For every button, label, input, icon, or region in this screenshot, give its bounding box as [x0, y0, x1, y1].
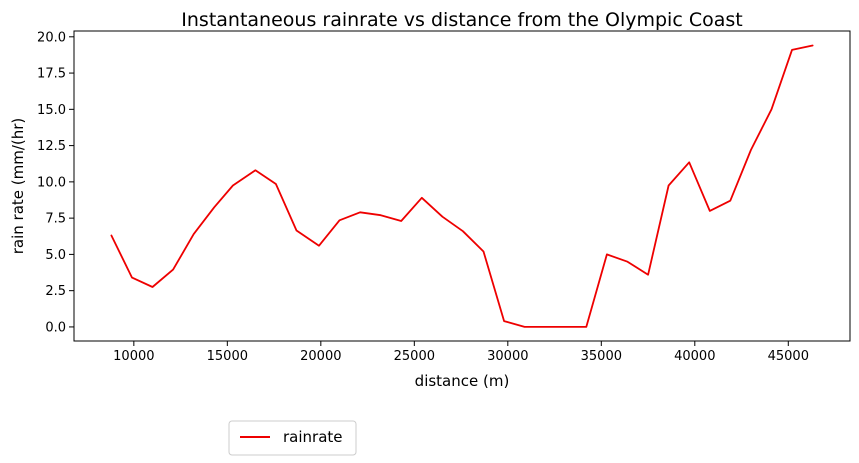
y-tick-label: 5.0 [45, 248, 66, 263]
y-axis: 0.0 2.5 5.0 7.5 10.0 12.5 15.0 17.5 20.0 [37, 30, 74, 335]
y-tick-label: 0.0 [45, 320, 66, 335]
plot-area: 10000 15000 20000 25000 30000 35000 40000 45000… [37, 30, 851, 364]
y-tick-label: 2.5 [45, 284, 66, 299]
x-axis: 10000 15000 20000 25000 30000 35000 40000 45000 [113, 341, 809, 364]
x-tick-label: 15000 [207, 349, 248, 364]
plot-frame [73, 30, 851, 342]
x-tick-label: 10000 [113, 349, 154, 364]
y-tick-label: 12.5 [37, 139, 66, 154]
legend-label: rainrate [283, 428, 343, 446]
legend-box [228, 420, 357, 456]
series-line-rainrate [110, 44, 814, 328]
y-tick-label: 10.0 [37, 175, 66, 190]
series-layer [110, 44, 814, 328]
x-axis-label: distance (m) [415, 372, 510, 390]
chart-title: Instantaneous rainrate vs distance from … [181, 9, 742, 31]
x-tick-label: 40000 [674, 349, 715, 364]
y-tick-label: 17.5 [37, 67, 66, 82]
y-tick-label: 7.5 [45, 212, 66, 227]
y-axis-label: rain rate (mm/(hr) [9, 118, 27, 255]
legend: rainrate [228, 420, 357, 456]
x-tick-label: 25000 [394, 349, 435, 364]
y-tick-label: 20.0 [37, 30, 66, 45]
x-tick-label: 45000 [768, 349, 809, 364]
x-tick-label: 35000 [581, 349, 622, 364]
x-tick-label: 20000 [300, 349, 341, 364]
x-tick-label: 30000 [487, 349, 528, 364]
y-tick-label: 15.0 [37, 103, 66, 118]
